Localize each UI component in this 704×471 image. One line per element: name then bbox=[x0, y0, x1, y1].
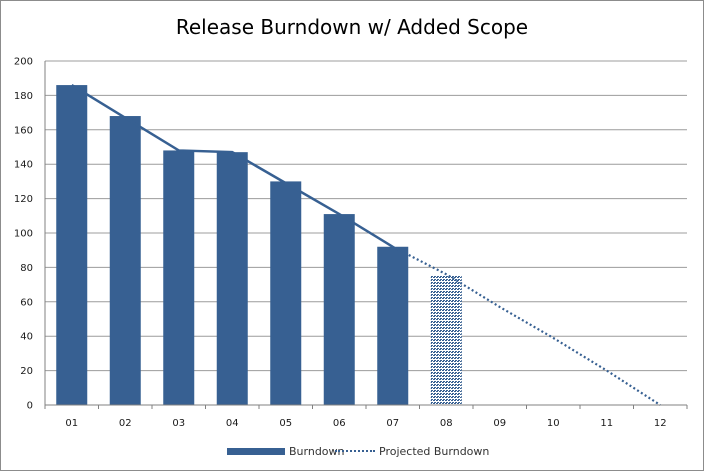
x-tick-label: 04 bbox=[226, 418, 239, 429]
legend-item-burndown: Burndown bbox=[227, 443, 345, 459]
projected-burndown-line bbox=[392, 245, 661, 406]
x-tick-label: 01 bbox=[65, 418, 78, 429]
burndown-bar bbox=[377, 246, 409, 405]
legend-bar-swatch bbox=[227, 447, 285, 455]
y-tick-label: 160 bbox=[14, 125, 33, 136]
burndown-bar bbox=[163, 150, 195, 405]
legend-label-projected: Projected Burndown bbox=[379, 444, 490, 458]
chart-title: Release Burndown w/ Added Scope bbox=[175, 15, 529, 39]
lines bbox=[71, 84, 661, 406]
x-tick-label: 03 bbox=[172, 418, 185, 429]
burndown-line bbox=[71, 84, 394, 248]
x-tick-label: 06 bbox=[333, 418, 346, 429]
y-tick-label: 80 bbox=[20, 263, 33, 274]
burndown-bar bbox=[109, 116, 141, 405]
legend-label-burndown: Burndown bbox=[289, 444, 345, 458]
y-tick-label: 200 bbox=[14, 57, 33, 68]
legend-item-projected: Projected Burndown bbox=[335, 443, 489, 459]
y-tick-label: 0 bbox=[27, 401, 33, 412]
burndown-bar bbox=[323, 214, 355, 405]
axes: 0 20 40 60 80 100 120 140 160 180 200 01 02 03 04 05 06 0… bbox=[14, 57, 688, 429]
x-tick-label: 02 bbox=[119, 418, 132, 429]
y-tick-label: 60 bbox=[20, 297, 33, 308]
burndown-bar bbox=[56, 85, 88, 405]
y-tick-label: 100 bbox=[14, 229, 33, 240]
x-tick-label: 05 bbox=[279, 418, 292, 429]
legend: Burndown Projected Burndown bbox=[1, 441, 703, 461]
y-tick-label: 40 bbox=[20, 332, 33, 343]
y-tick-label: 120 bbox=[14, 194, 33, 205]
y-tick-label: 180 bbox=[14, 91, 33, 102]
legend-dotted-line-swatch bbox=[335, 450, 375, 452]
x-tick-label: 11 bbox=[600, 418, 613, 429]
burndown-bar bbox=[270, 181, 302, 405]
x-tick-label: 10 bbox=[547, 418, 560, 429]
x-tick-label: 12 bbox=[654, 418, 667, 429]
projected-bar bbox=[430, 276, 462, 405]
x-tick-label: 09 bbox=[493, 418, 506, 429]
bars bbox=[56, 85, 462, 405]
x-tick-label: 07 bbox=[386, 418, 399, 429]
gridlines bbox=[45, 60, 687, 372]
burndown-bar bbox=[216, 152, 248, 405]
y-tick-label: 20 bbox=[20, 366, 33, 377]
x-tick-label: 08 bbox=[440, 418, 453, 429]
y-tick-label: 140 bbox=[14, 160, 33, 171]
